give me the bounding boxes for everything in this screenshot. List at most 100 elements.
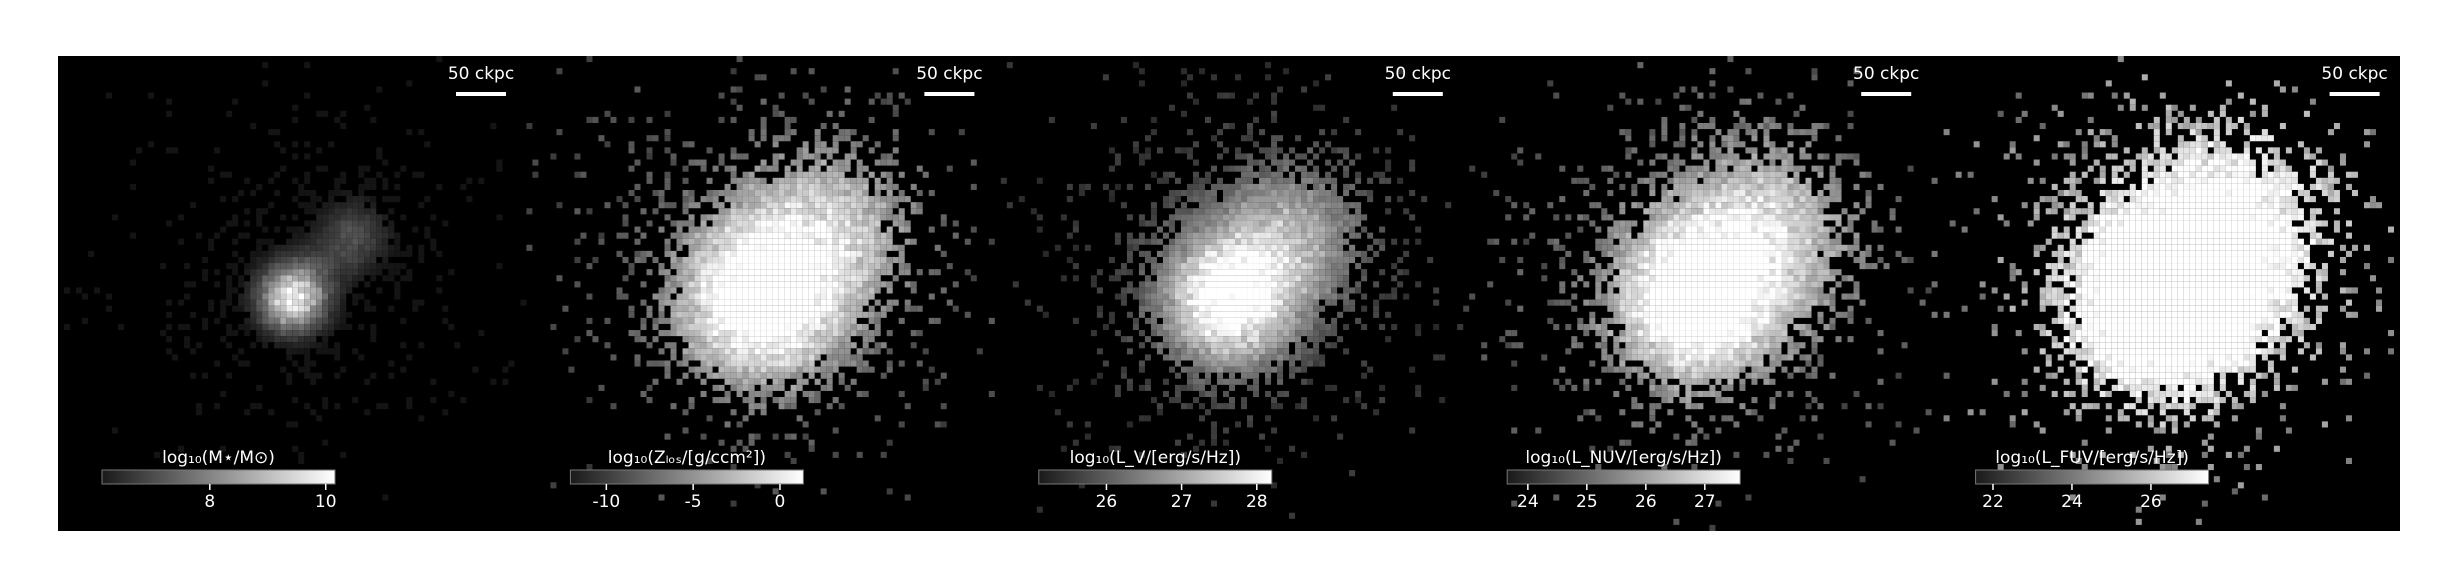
pixel xyxy=(784,214,791,221)
pixel xyxy=(304,317,311,324)
pixel xyxy=(340,238,347,245)
pixel xyxy=(424,196,431,203)
pixel xyxy=(316,263,323,270)
pixel xyxy=(784,433,791,440)
pixel xyxy=(328,189,335,197)
pixel xyxy=(1625,287,1632,294)
pixel xyxy=(700,281,707,288)
pixel xyxy=(1156,275,1163,282)
pixel xyxy=(628,311,635,318)
pixel xyxy=(886,269,893,276)
pixel xyxy=(1661,189,1668,197)
pixel xyxy=(898,390,905,398)
pixel xyxy=(1289,445,1296,452)
pixel xyxy=(1277,220,1284,227)
pixel xyxy=(1295,403,1302,410)
pixel xyxy=(766,323,773,331)
pixel xyxy=(1721,189,1728,197)
pixel xyxy=(622,220,629,227)
pixel xyxy=(1739,244,1746,251)
pixel xyxy=(784,256,791,264)
pixel xyxy=(340,299,347,306)
pixel xyxy=(1685,171,1692,178)
pixel xyxy=(358,226,365,233)
pixel xyxy=(1733,275,1740,282)
pixel xyxy=(1709,269,1716,276)
pixel xyxy=(1793,189,1800,197)
pixel xyxy=(874,226,881,233)
pixel xyxy=(850,317,857,324)
pixel xyxy=(1120,202,1127,209)
pixel xyxy=(298,366,305,373)
pixel xyxy=(1355,263,1362,270)
pixel xyxy=(814,256,821,264)
pixel xyxy=(310,281,317,288)
pixel xyxy=(1685,196,1692,203)
pixel xyxy=(1685,287,1692,294)
pixel xyxy=(1174,263,1181,270)
pixel xyxy=(1241,281,1248,288)
pixel xyxy=(802,171,809,178)
pixel xyxy=(886,287,893,294)
pixel xyxy=(1222,238,1229,245)
pixel xyxy=(1235,281,1242,288)
pixel xyxy=(742,397,749,404)
pixel xyxy=(1331,263,1338,270)
pixel xyxy=(322,305,329,312)
pixel xyxy=(1709,141,1716,148)
pixel xyxy=(1271,244,1278,251)
pixel xyxy=(772,348,779,355)
pixel xyxy=(1625,263,1632,270)
pixel xyxy=(832,244,839,251)
pixel xyxy=(1235,165,1242,172)
pixel xyxy=(1739,202,1746,209)
pixel xyxy=(358,183,365,190)
pixel xyxy=(1637,275,1644,282)
pixel xyxy=(820,360,827,367)
pixel xyxy=(1174,323,1181,331)
pixel xyxy=(778,299,785,306)
pixel xyxy=(850,360,857,367)
pixel xyxy=(1108,147,1115,154)
pixel xyxy=(1162,250,1169,257)
pixel xyxy=(1733,141,1740,148)
pixel xyxy=(664,269,671,276)
pixel xyxy=(1289,189,1296,197)
pixel xyxy=(1156,281,1163,288)
pixel xyxy=(682,336,689,343)
pixel xyxy=(1313,220,1320,227)
pixel xyxy=(886,171,893,178)
pixel xyxy=(916,360,923,367)
pixel xyxy=(1180,287,1187,294)
pixel xyxy=(1355,177,1362,184)
pixel xyxy=(682,354,689,361)
pixel xyxy=(754,141,761,148)
pixel xyxy=(106,293,113,300)
pixel xyxy=(706,311,713,318)
pixel xyxy=(1222,183,1229,190)
pixel xyxy=(1793,299,1800,306)
pixel xyxy=(400,165,407,172)
pixel xyxy=(1241,226,1248,233)
pixel xyxy=(256,220,263,227)
pixel xyxy=(1739,293,1746,300)
pixel xyxy=(1289,177,1296,184)
pixel xyxy=(790,342,797,349)
pixel xyxy=(796,244,803,251)
pixel xyxy=(1210,421,1217,428)
pixel xyxy=(322,238,329,245)
pixel xyxy=(1204,336,1211,343)
pixel xyxy=(748,311,755,318)
pixel xyxy=(1253,305,1260,312)
pixel xyxy=(718,153,725,160)
pixel xyxy=(1745,275,1752,282)
pixel xyxy=(1156,177,1163,184)
pixel xyxy=(1739,305,1746,312)
pixel xyxy=(1319,214,1326,221)
pixel xyxy=(1727,171,1734,178)
pixel xyxy=(328,330,335,337)
pixel xyxy=(1259,171,1266,178)
pixel xyxy=(1847,226,1854,233)
pixel xyxy=(1769,220,1776,227)
pixel xyxy=(1691,299,1698,306)
